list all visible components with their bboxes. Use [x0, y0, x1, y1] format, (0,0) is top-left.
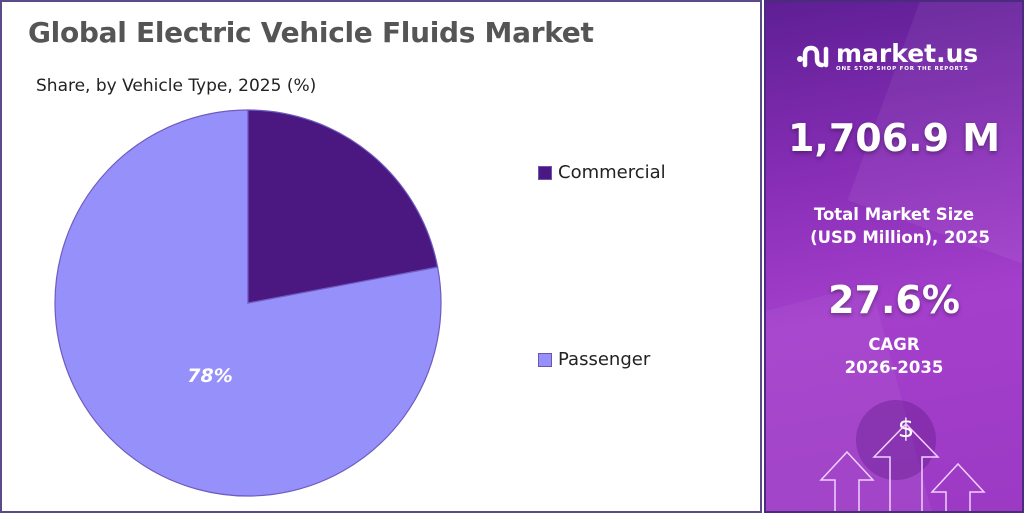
market-size-label-line2: (USD Million), 2025 [810, 228, 990, 247]
growth-arrows-icon: $ [819, 414, 986, 511]
legend-label-passenger: Passenger [558, 349, 651, 370]
marketus-logo: market.us ONE STOP SHOP FOR THE REPORTS [796, 39, 979, 72]
pie-label-passenger: 78% [187, 365, 232, 387]
legend-swatch-commercial [538, 165, 552, 180]
market-size-label-line1: Total Market Size [813, 205, 975, 224]
legend-swatch-passenger [538, 352, 552, 367]
cagr-value: 27.6% [828, 278, 960, 322]
chart-title: Global Electric Vehicle Fluids Market [28, 16, 594, 49]
legend-item-commercial: Commercial [538, 162, 666, 183]
logo-icon [797, 45, 829, 68]
cagr-label: CAGR [868, 335, 920, 354]
logo-name: market.us [836, 39, 979, 68]
legend-item-passenger: Passenger [538, 349, 650, 370]
arrow-icons [819, 422, 986, 511]
pie-slice-commercial [247, 109, 439, 304]
legend-label-commercial: Commercial [558, 162, 666, 183]
dollar-icon: $ [898, 414, 915, 444]
chart-panel: Global Electric Vehicle Fluids Market Sh… [0, 0, 762, 513]
summary-sidebar: market.us ONE STOP SHOP FOR THE REPORTS … [764, 0, 1024, 513]
logo-tagline: ONE STOP SHOP FOR THE REPORTS [836, 66, 969, 72]
market-size-value: 1,706.9 M [787, 116, 1001, 160]
pie-chart: 78% [54, 109, 442, 497]
chart-subtitle: Share, by Vehicle Type, 2025 (%) [36, 76, 317, 96]
cagr-period: 2026-2035 [844, 358, 944, 377]
